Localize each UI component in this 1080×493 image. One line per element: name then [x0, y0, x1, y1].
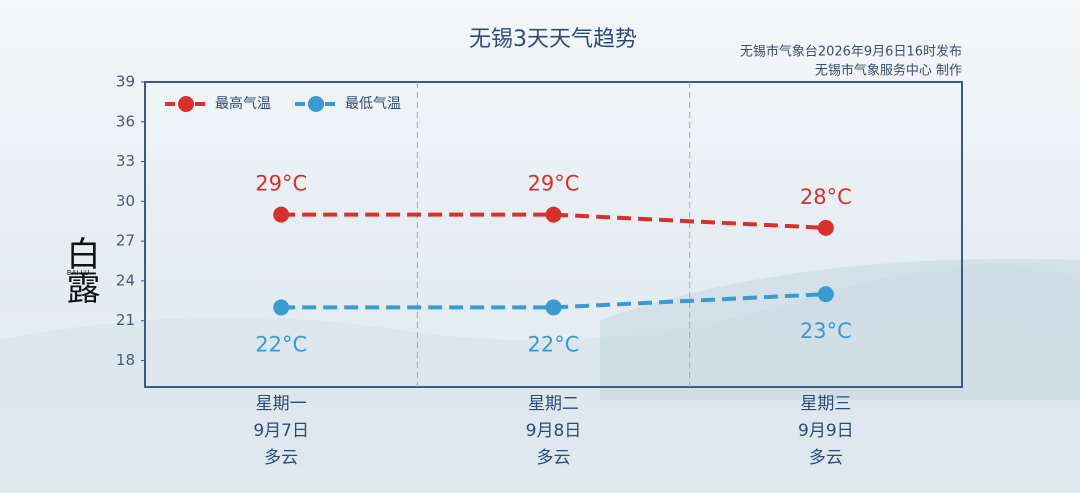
weather-label: 多云 — [537, 448, 571, 468]
solar-term: 白露 — [60, 236, 100, 304]
legend-marker — [308, 96, 324, 112]
date-label: 9月8日 — [526, 421, 582, 441]
point — [817, 219, 834, 236]
point — [545, 299, 562, 316]
y-tick-label: 30 — [116, 192, 135, 210]
y-tick-label: 27 — [116, 232, 135, 250]
legend-marker — [178, 96, 194, 112]
value-label: 22°C — [255, 332, 307, 356]
weather-label: 多云 — [809, 448, 843, 468]
y-tick-label: 36 — [116, 112, 135, 130]
value-label: 22°C — [528, 332, 580, 356]
x-tick-label: 星期三 — [800, 394, 851, 414]
chart-title: 无锡3天天气趋势 — [469, 27, 637, 52]
point — [273, 206, 290, 223]
x-tick-label: 星期二 — [528, 394, 579, 414]
solar-term-pinyin: BAI LU — [67, 269, 90, 277]
mountain — [600, 258, 1080, 400]
date-label: 9月7日 — [253, 421, 309, 441]
y-tick-label: 21 — [116, 311, 135, 329]
point — [817, 286, 834, 303]
date-label: 9月9日 — [798, 421, 854, 441]
line — [281, 212, 826, 230]
subtitle: 无锡市气象服务中心 制作 — [815, 63, 962, 79]
point — [273, 299, 290, 316]
y-tick-label: 33 — [116, 152, 135, 170]
y-tick-label: 39 — [116, 73, 135, 91]
value-label: 28°C — [800, 185, 852, 209]
subtitle: 无锡市气象台2026年9月6日16时发布 — [740, 44, 962, 60]
y-tick-label: 18 — [116, 351, 135, 369]
value-label: 23°C — [800, 319, 852, 343]
y-tick-label: 24 — [116, 271, 135, 289]
weather-label: 多云 — [264, 448, 298, 468]
value-label: 29°C — [255, 172, 307, 196]
plot-frame — [144, 81, 963, 388]
point — [545, 206, 562, 223]
legend-label: 最低气温 — [345, 96, 401, 112]
value-label: 29°C — [528, 172, 580, 196]
line — [281, 292, 826, 310]
legend-label: 最高气温 — [215, 95, 271, 112]
x-tick-label: 星期一 — [256, 394, 307, 414]
